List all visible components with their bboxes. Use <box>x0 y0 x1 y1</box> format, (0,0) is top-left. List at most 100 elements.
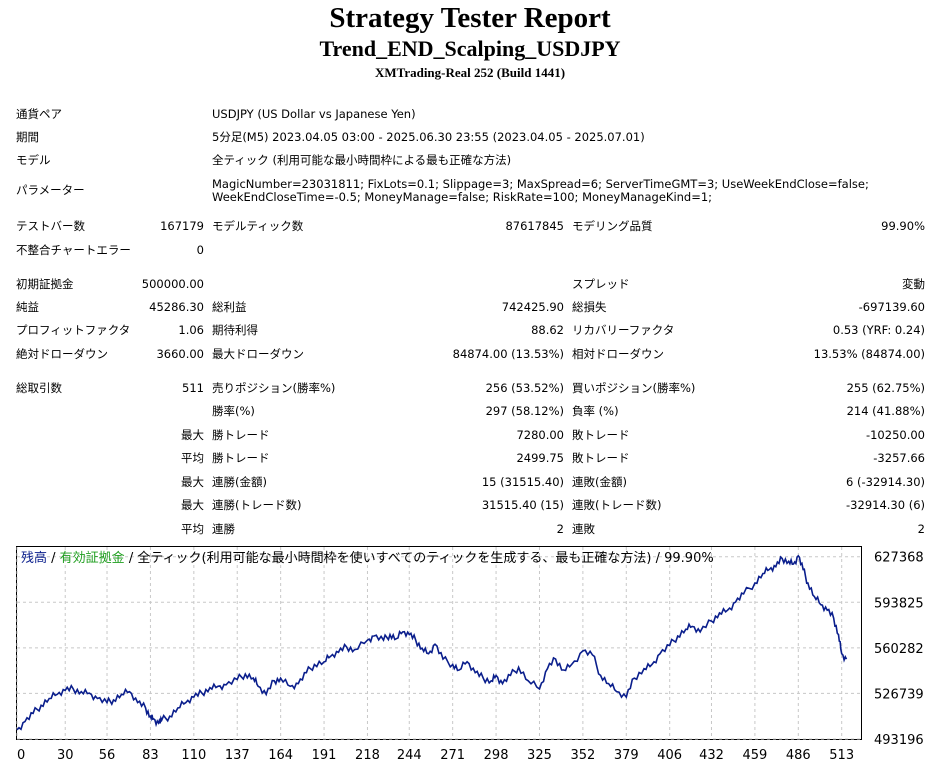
consec-losses-money-value: 6 (-32914.30) <box>846 475 925 489</box>
legend-balance: 残高 <box>21 550 47 566</box>
x-tick-label: 30 <box>57 748 74 763</box>
quality-value: 99.90% <box>881 219 925 233</box>
recovery-factor-label: リカバリーファクタ <box>572 323 675 337</box>
avg-consec-wins-label: 連勝 <box>212 522 235 536</box>
x-tick-label: 164 <box>268 748 293 763</box>
x-tick-label: 271 <box>440 748 465 763</box>
x-tick-label: 110 <box>181 748 206 763</box>
legend-separator: / <box>47 551 60 566</box>
consec-losses-money-label: 連敗(金額) <box>572 475 627 489</box>
server-build: XMTrading-Real 252 (Build 1441) <box>374 65 566 80</box>
loss-rate-label: 負率 (%) <box>572 404 619 418</box>
spread-value: 変動 <box>902 277 925 291</box>
chart-legend: 残高 / 有効証拠金 / 全ティック(利用可能な最小時間枠を使いすべてのティック… <box>21 550 714 566</box>
x-tick-label: 191 <box>312 748 337 763</box>
short-positions-value: 256 (53.52%) <box>485 381 564 395</box>
report-title: Strategy Tester Report <box>329 2 611 34</box>
consec-losses-trades-value: -32914.30 (6) <box>846 498 925 512</box>
x-tick-label: 513 <box>829 748 854 763</box>
max-drawdown-label: 最大ドローダウン <box>212 347 304 361</box>
x-tick-label: 379 <box>614 748 639 763</box>
y-tick-label: 560282 <box>874 642 924 657</box>
bars-label: テストバー数 <box>16 219 85 233</box>
gross-profit-label: 総利益 <box>212 300 247 314</box>
win-rate-value: 297 (58.12%) <box>485 404 564 418</box>
bars-value: 167179 <box>160 219 204 233</box>
avg-consec-wins-value: 2 <box>556 522 564 536</box>
x-tick-label: 137 <box>225 748 250 763</box>
max-label-2: 最大 <box>181 475 204 489</box>
errors-value: 0 <box>196 243 204 257</box>
x-tick-label: 459 <box>742 748 767 763</box>
short-positions-label: 売りポジション(勝率%) <box>212 381 336 395</box>
avg-consec-losses-label: 連敗 <box>572 522 595 536</box>
consec-wins-money-value: 15 (31515.40) <box>481 475 564 489</box>
expected-payoff-label: 期待利得 <box>212 323 258 337</box>
largest-win-value: 7280.00 <box>516 428 564 442</box>
long-positions-label: 買いポジション(勝率%) <box>572 381 696 395</box>
x-tick-label: 406 <box>657 748 682 763</box>
average-win-value: 2499.75 <box>516 451 564 465</box>
deposit-value: 500000.00 <box>141 277 204 291</box>
balance-chart: 493196 526739 560282 593825 627368 0 30 56 83 11… <box>16 546 930 770</box>
gross-loss-label: 総損失 <box>572 300 607 314</box>
plot-frame <box>16 546 862 740</box>
errors-label: 不整合チャートエラー <box>16 243 131 257</box>
gross-profit-value: 742425.90 <box>501 300 564 314</box>
ticks-value: 87617845 <box>505 219 564 233</box>
ticks-label: モデルティック数 <box>212 219 304 233</box>
y-tick-label: 526739 <box>874 687 924 702</box>
pair-label: 通貨ペア <box>16 107 62 121</box>
consec-wins-trades-value: 31515.40 (15) <box>481 498 564 512</box>
x-tick-label: 352 <box>570 748 595 763</box>
consec-wins-money-label: 連勝(金額) <box>212 475 267 489</box>
x-tick-label: 325 <box>527 748 552 763</box>
average-loss-value: -3257.66 <box>873 451 925 465</box>
expected-payoff-value: 88.62 <box>531 323 564 337</box>
x-tick-label: 432 <box>699 748 724 763</box>
pair-value: USDJPY (US Dollar vs Japanese Yen) <box>212 107 416 121</box>
relative-drawdown-value: 13.53% (84874.00) <box>813 347 925 361</box>
model-label: モデル <box>16 153 51 167</box>
profit-factor-value: 1.06 <box>178 323 204 337</box>
period-label: 期間 <box>16 130 39 144</box>
period-value: 5分足(M5) 2023.04.05 03:00 - 2025.06.30 23… <box>212 130 645 144</box>
avg-label-2: 平均 <box>181 522 204 536</box>
total-trades-label: 総取引数 <box>16 381 62 395</box>
balance-line <box>16 554 848 731</box>
y-tick-label: 593825 <box>874 596 924 611</box>
y-tick-labels: 493196 526739 560282 593825 627368 <box>874 551 924 748</box>
max-drawdown-value: 84874.00 (13.53%) <box>452 347 564 361</box>
long-positions-value: 255 (62.75%) <box>846 381 925 395</box>
consec-losses-trades-label: 連敗(トレード数) <box>572 498 662 512</box>
largest-win-label: 勝トレード <box>212 428 270 442</box>
max-label-1: 最大 <box>181 428 204 442</box>
total-trades-value: 511 <box>182 381 204 395</box>
largest-loss-value: -10250.00 <box>865 428 925 442</box>
balance-chart-svg: 493196 526739 560282 593825 627368 0 30 56 83 11… <box>16 546 924 763</box>
recovery-factor-value: 0.53 (YRF: 0.24) <box>832 323 925 337</box>
avg-label-1: 平均 <box>181 451 204 465</box>
loss-rate-value: 214 (41.88%) <box>846 404 925 418</box>
legend-equity: 有効証拠金 <box>60 550 125 566</box>
quality-label: モデリング品質 <box>572 219 653 233</box>
spread-label: スプレッド <box>572 277 630 291</box>
model-value: 全ティック (利用可能な最小時間枠による最も正確な方法) <box>212 153 512 167</box>
y-tick-label: 627368 <box>874 551 924 566</box>
max-label-3: 最大 <box>181 498 204 512</box>
params-line-1: MagicNumber=23031811; FixLots=0.1; Slipp… <box>212 177 869 191</box>
grid <box>16 547 861 740</box>
win-rate-label: 勝率(%) <box>212 404 255 418</box>
x-tick-label: 83 <box>142 748 159 763</box>
report-subtitle: Trend_END_Scalping_USDJPY <box>319 36 621 61</box>
x-tick-label: 0 <box>17 748 25 763</box>
params-line-2: WeekEndCloseTime=-0.5; MoneyManage=false… <box>212 190 713 204</box>
params-label: パラメーター <box>16 183 85 197</box>
absolute-drawdown-value: 3660.00 <box>156 347 204 361</box>
absolute-drawdown-label: 絶対ドローダウン <box>16 347 108 361</box>
legend-description: / 全ティック(利用可能な最小時間枠を使いすべてのティックを生成する、最も正確な… <box>125 550 714 566</box>
y-tick-label: 493196 <box>874 733 924 748</box>
x-tick-label: 244 <box>397 748 422 763</box>
x-tick-label: 298 <box>484 748 509 763</box>
x-tick-label: 56 <box>99 748 116 763</box>
